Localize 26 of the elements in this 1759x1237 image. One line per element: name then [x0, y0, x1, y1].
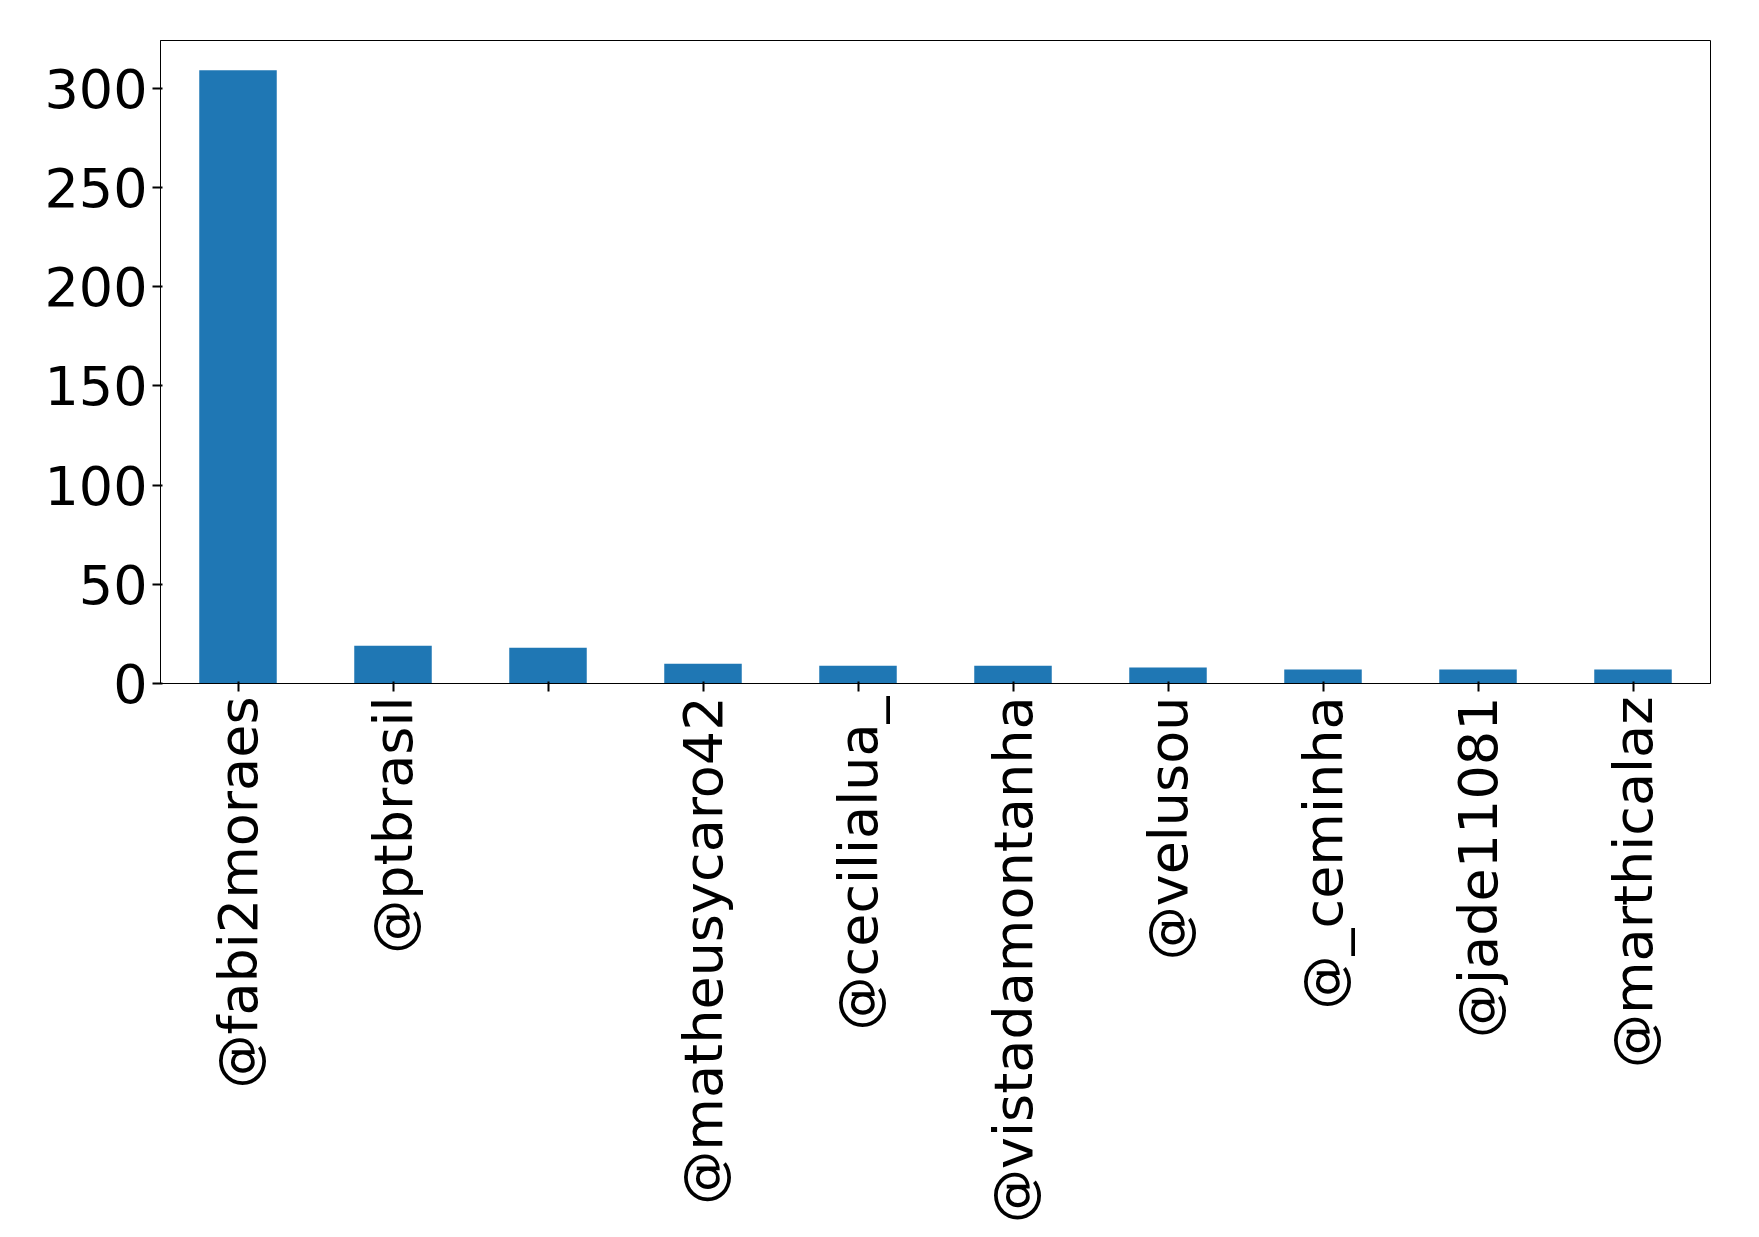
x-tick-label: @_ceminha — [1291, 696, 1355, 1010]
y-tick-label: 50 — [78, 553, 148, 617]
bar — [509, 647, 587, 684]
bar — [199, 70, 277, 684]
y-tick-label: 300 — [44, 57, 148, 121]
x-tick-label: @ptbrasil — [361, 696, 425, 954]
x-tick-label: @jade11081 — [1446, 696, 1510, 1038]
bar — [1129, 667, 1207, 684]
bar — [1439, 669, 1517, 684]
y-tick-label: 200 — [44, 256, 148, 320]
bar — [664, 663, 742, 684]
x-tick-label: @vistadamontanha — [981, 696, 1045, 1223]
x-tick-label: @fabi2moraes — [206, 696, 270, 1089]
y-tick-label: 250 — [44, 156, 148, 220]
x-tick-label: @cecilialua_ — [826, 695, 890, 1031]
bar — [819, 665, 897, 684]
bar — [354, 645, 432, 684]
bar — [1284, 669, 1362, 684]
x-tick-label: @velusou — [1136, 696, 1200, 961]
bar — [1594, 669, 1672, 684]
x-tick-label: @matheusycaro42 — [671, 696, 735, 1205]
y-tick-label: 100 — [44, 454, 148, 518]
y-tick-label: 0 — [113, 653, 148, 716]
bar — [974, 665, 1052, 684]
y-tick-label: 150 — [44, 355, 148, 419]
x-tick-label: @marthicalaz — [1601, 696, 1665, 1069]
